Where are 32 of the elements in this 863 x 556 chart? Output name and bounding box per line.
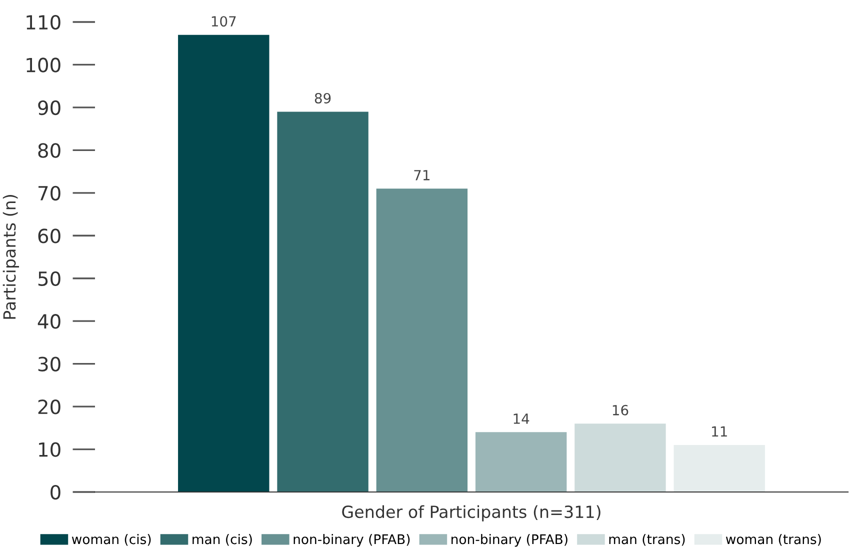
data-label: 71 — [414, 170, 430, 180]
y-tick-label: 0 — [50, 484, 60, 500]
bar — [178, 34, 270, 492]
legend-label: woman (cis) — [72, 534, 151, 546]
bar — [574, 424, 666, 492]
bar — [674, 445, 765, 492]
bar — [277, 112, 368, 492]
y-axis-title: Participants (n) — [2, 195, 19, 319]
y-tick-label: 20 — [38, 400, 60, 414]
legend-label: non-binary (PFAB) — [294, 534, 410, 547]
bar — [475, 432, 567, 492]
legend-label: woman (trans) — [726, 534, 821, 546]
data-label: 89 — [314, 92, 331, 104]
y-tick-label: 80 — [38, 143, 60, 158]
y-tick-label: 60 — [38, 228, 60, 244]
data-label: 16 — [612, 404, 628, 416]
y-tick-label: 10 — [39, 442, 60, 457]
y-tick-label: 100 — [26, 58, 60, 72]
data-label: 11 — [712, 426, 727, 437]
legend-label: man (trans) — [609, 534, 685, 546]
y-tick-label: 70 — [38, 186, 60, 201]
y-tick-label: 110 — [26, 14, 60, 30]
y-tick-label: 40 — [38, 314, 60, 329]
legend-label: non-binary (PFAB) — [452, 534, 568, 547]
x-axis-title: Gender of Participants (n=311) — [342, 505, 600, 522]
bar — [376, 188, 468, 492]
y-tick-label: 90 — [38, 100, 60, 116]
legend-label: man (cis) — [192, 534, 252, 546]
y-tick-label: 30 — [38, 356, 60, 372]
y-tick-label: 50 — [38, 271, 60, 286]
data-label: 107 — [212, 16, 236, 27]
data-label: 14 — [514, 414, 530, 424]
